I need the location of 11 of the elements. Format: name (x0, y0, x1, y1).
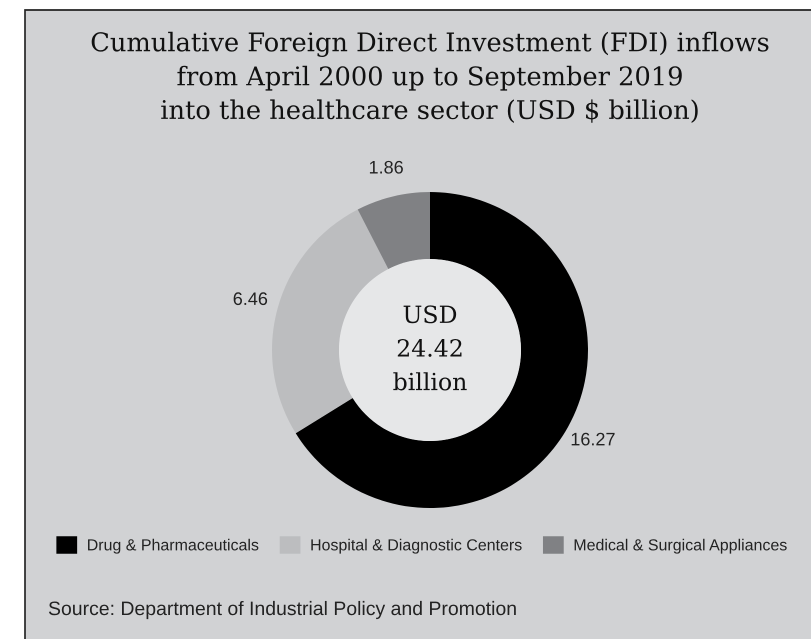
donut-slice (272, 210, 388, 434)
data-label: 6.46 (234, 292, 268, 306)
chart-title: Cumulative Foreign Direct Investment (FDI) inflows from April 2000 up to September 2019 into the healthcare sector (USD $ billion) (92, 32, 768, 123)
legend-label: Medical & Surgical Appliances (574, 538, 787, 554)
donut-slice (358, 192, 430, 270)
source-note: Source: Department of Industrial Policy and Promotion (48, 600, 516, 620)
legend-label: Drug & Pharmaceuticals (88, 538, 258, 554)
data-label: 16.27 (572, 432, 615, 446)
data-label: 1.86 (370, 160, 403, 174)
text: USD 24.42 billion (393, 305, 467, 390)
legend-label: Hospital & Diagnostic Centers (311, 538, 522, 554)
